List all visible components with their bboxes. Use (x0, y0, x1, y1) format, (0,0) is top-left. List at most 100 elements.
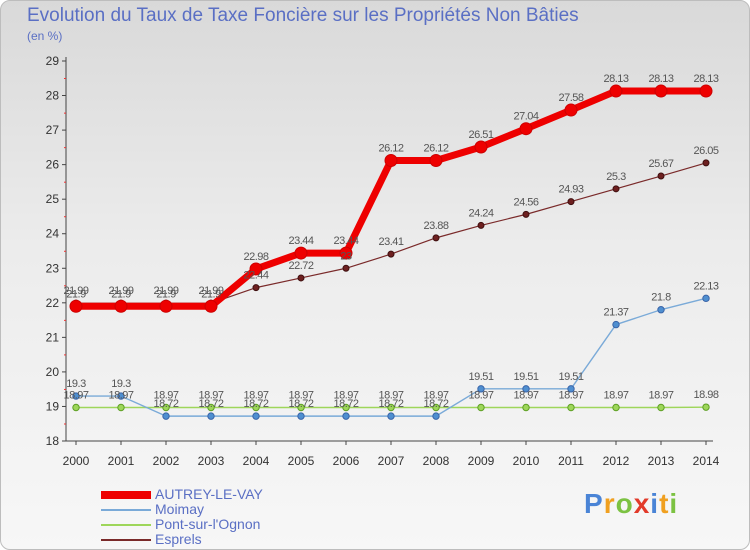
data-point-esprels (477, 221, 485, 229)
brand-letter: x (633, 488, 651, 519)
data-point-esprels (702, 159, 710, 167)
data-label-autrey-le-vay: 26.12 (423, 142, 448, 154)
brand-letter: P (584, 488, 604, 519)
data-label-esprels: 25.67 (648, 158, 673, 170)
data-point-pont-sur-l-ognon (612, 403, 620, 412)
data-label-moimay: 18.72 (333, 398, 358, 410)
data-label-autrey-le-vay: 22.98 (243, 251, 268, 263)
x-tick-label: 2012 (603, 454, 630, 468)
chart-title: Evolution du Taux de Taxe Foncière sur l… (27, 5, 579, 26)
legend-label: Esprels (155, 531, 202, 547)
data-label-autrey-le-vay: 23.44 (288, 235, 313, 247)
data-point-pont-sur-l-ognon (117, 403, 125, 412)
data-label-pont-sur-l-ognon: 18.97 (468, 389, 493, 401)
data-point-pont-sur-l-ognon (522, 403, 530, 412)
data-point-esprels (657, 172, 665, 180)
data-point-moimay (72, 392, 80, 400)
data-point-moimay (612, 320, 620, 329)
data-point-esprels (252, 284, 260, 292)
data-point-moimay (252, 412, 260, 420)
data-label-moimay: 18.72 (288, 398, 313, 410)
x-tick-label: 2013 (648, 454, 675, 468)
data-label-esprels: 21.99 (198, 285, 223, 297)
data-label-pont-sur-l-ognon: 18.97 (288, 389, 313, 401)
data-label-pont-sur-l-ognon: 18.97 (153, 389, 178, 401)
x-tick-label: 2008 (423, 454, 450, 468)
data-point-autrey-le-vay (564, 103, 578, 117)
data-point-moimay (207, 412, 215, 420)
y-tick-label: 24 (46, 227, 60, 241)
data-point-autrey-le-vay (249, 262, 263, 276)
legend-swatch (101, 523, 151, 526)
y-tick-label: 25 (46, 192, 60, 206)
y-tick-label: 21 (46, 330, 60, 344)
data-label-autrey-le-vay: 27.04 (513, 111, 538, 123)
data-point-autrey-le-vay (339, 246, 353, 260)
y-tick-label: 19 (46, 399, 60, 413)
data-point-autrey-le-vay (429, 153, 443, 167)
data-label-autrey-le-vay: 21.9 (111, 288, 131, 300)
data-label-esprels: 22.44 (243, 270, 268, 282)
data-point-moimay (297, 412, 305, 420)
data-label-moimay: 19.3 (111, 378, 131, 390)
series-line-autrey-le-vay (76, 87, 706, 310)
data-point-autrey-le-vay (159, 299, 173, 313)
data-label-esprels: 21.99 (63, 285, 88, 297)
legend-swatch (101, 538, 151, 541)
data-label-autrey-le-vay: 21.9 (201, 288, 221, 300)
legend-swatch (101, 508, 151, 511)
data-point-moimay (702, 294, 710, 303)
data-label-moimay: 18.72 (198, 398, 223, 410)
data-point-pont-sur-l-ognon (432, 403, 440, 412)
data-label-pont-sur-l-ognon: 18.97 (558, 389, 583, 401)
data-label-esprels: 23 (340, 250, 352, 262)
data-point-esprels (432, 234, 440, 242)
legend-item-moimay: Moimay (101, 502, 263, 517)
data-label-autrey-le-vay: 23.44 (333, 235, 358, 247)
data-label-pont-sur-l-ognon: 18.98 (693, 389, 718, 401)
data-label-autrey-le-vay: 28.13 (693, 73, 718, 85)
data-point-autrey-le-vay (294, 246, 308, 260)
data-label-autrey-le-vay: 26.51 (468, 129, 493, 141)
data-label-esprels: 26.05 (693, 145, 718, 157)
data-point-autrey-le-vay (384, 153, 398, 167)
y-tick-label: 20 (46, 365, 60, 379)
x-tick-label: 2010 (513, 454, 540, 468)
data-point-moimay (117, 392, 125, 400)
data-label-moimay: 18.72 (378, 398, 403, 410)
data-point-moimay (342, 412, 350, 420)
x-tick-label: 2006 (333, 454, 360, 468)
data-point-autrey-le-vay (114, 299, 128, 313)
brand-letter: t (659, 488, 670, 519)
data-point-esprels (567, 198, 575, 206)
brand-letter: o (615, 488, 634, 519)
data-point-esprels (522, 210, 530, 218)
data-point-esprels (297, 274, 305, 282)
legend-label: Pont-sur-l'Ognon (155, 516, 261, 532)
data-point-pont-sur-l-ognon (657, 403, 665, 412)
data-label-esprels: 21.99 (153, 285, 178, 297)
data-label-pont-sur-l-ognon: 18.97 (108, 389, 133, 401)
data-label-moimay: 18.72 (153, 398, 178, 410)
data-label-pont-sur-l-ognon: 18.97 (243, 389, 268, 401)
data-label-moimay: 22.13 (693, 280, 718, 292)
data-label-pont-sur-l-ognon: 18.97 (63, 389, 88, 401)
data-label-esprels: 22.72 (288, 260, 313, 272)
data-point-pont-sur-l-ognon (297, 403, 305, 412)
data-point-moimay (162, 412, 170, 420)
data-label-moimay: 19.3 (66, 378, 86, 390)
data-label-esprels: 25.3 (606, 171, 626, 183)
legend: AUTREY-LE-VAY Moimay Pont-sur-l'Ognon Espre… (101, 487, 263, 547)
x-tick-label: 2011 (558, 454, 584, 468)
data-point-pont-sur-l-ognon (72, 403, 80, 412)
data-point-autrey-le-vay (474, 140, 488, 154)
brand-letter: i (669, 488, 679, 519)
data-label-autrey-le-vay: 21.9 (156, 288, 176, 300)
y-tick-label: 22 (46, 296, 60, 310)
brand-logo: Proxiti (584, 488, 678, 520)
legend-item-pont-sur-l-ognon: Pont-sur-l'Ognon (101, 517, 263, 532)
x-tick-label: 2000 (63, 454, 90, 468)
data-point-pont-sur-l-ognon (252, 403, 260, 412)
data-label-esprels: 23.41 (378, 236, 403, 248)
